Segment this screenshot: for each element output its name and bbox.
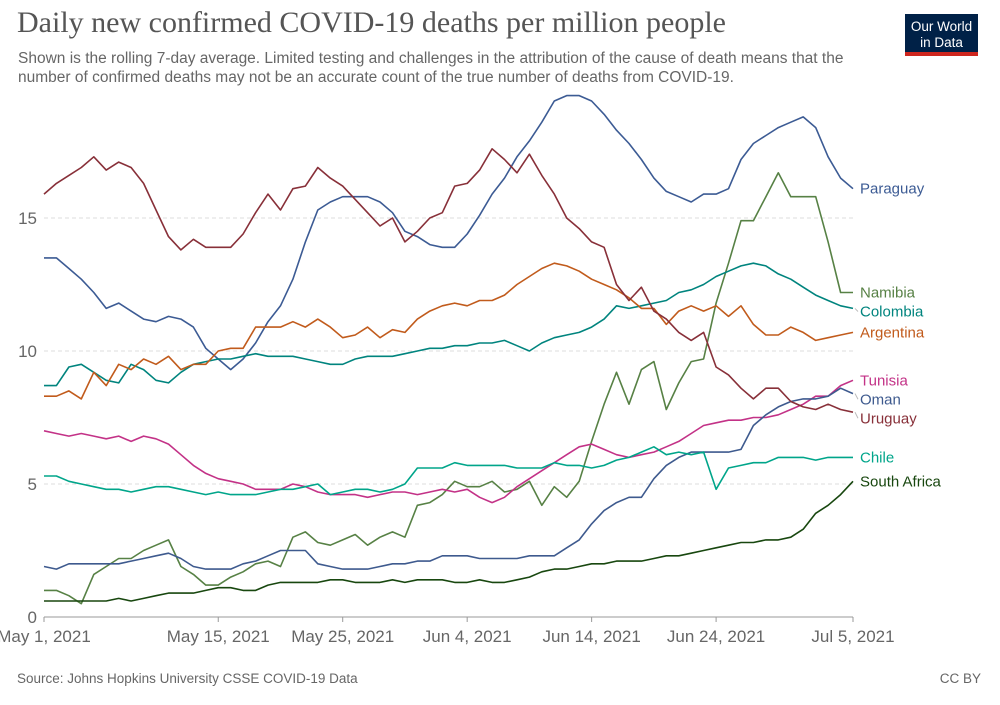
series-label-south-africa[interactable]: South Africa: [860, 473, 942, 490]
series-line-namibia[interactable]: [44, 172, 853, 605]
x-tick-label: May 1, 2021: [0, 627, 91, 646]
label-connector: [854, 308, 859, 312]
series-label-argentina[interactable]: Argentina: [860, 324, 925, 341]
x-tick-label: Jun 14, 2021: [542, 627, 640, 646]
series-line-colombia[interactable]: [44, 262, 854, 387]
y-tick-label: 15: [18, 209, 37, 228]
chart-subtitle: Shown is the rolling 7-day average. Limi…: [18, 50, 844, 86]
logo-line-2: in Data: [920, 35, 963, 50]
series-label-chile[interactable]: Chile: [860, 449, 894, 466]
y-tick-label: 0: [28, 608, 37, 627]
series-line-oman[interactable]: [43, 387, 854, 570]
line-chart: 0 5 10 15 May 1, 2021 May 15, 2021 May 25, 202…: [0, 94, 942, 646]
y-tick-label: 5: [28, 475, 37, 494]
series-label-paraguay[interactable]: Paraguay: [860, 181, 925, 198]
y-tick-label: 10: [18, 342, 37, 361]
label-connector: [854, 411, 859, 419]
legend-labels: Paraguay Namibia Colombia Argentina Tunisia O…: [854, 181, 942, 490]
x-tick-label: May 25, 2021: [291, 627, 394, 646]
series-line-south-africa[interactable]: [44, 480, 854, 602]
series-label-uruguay[interactable]: Uruguay: [860, 410, 917, 427]
x-tick-label: Jun 4, 2021: [423, 627, 512, 646]
series-line-chile[interactable]: [44, 445, 853, 496]
gridlines: [44, 217, 853, 485]
series-label-namibia[interactable]: Namibia: [860, 284, 916, 301]
label-connector: [854, 393, 859, 400]
logo-line-1: Our World: [910, 19, 973, 34]
series-label-oman[interactable]: Oman: [860, 391, 901, 408]
chart-title: Daily new confirmed COVID-19 deaths per …: [17, 6, 726, 39]
source-note[interactable]: Source: Johns Hopkins University CSSE CO…: [17, 671, 358, 686]
series-line-uruguay[interactable]: [43, 148, 854, 413]
series-lines: [43, 94, 854, 605]
x-tick-label: Jun 24, 2021: [667, 627, 765, 646]
axes: 0 5 10 15 May 1, 2021 May 15, 2021 May 25, 202…: [0, 209, 895, 646]
series-line-argentina[interactable]: [44, 262, 854, 400]
series-label-tunisia[interactable]: Tunisia: [860, 372, 908, 389]
x-tick-label: Jul 5, 2021: [811, 627, 894, 646]
series-line-tunisia[interactable]: [43, 379, 854, 504]
series-line-paraguay[interactable]: [44, 94, 854, 371]
series-label-colombia[interactable]: Colombia: [860, 303, 924, 320]
x-tick-label: May 15, 2021: [167, 627, 270, 646]
license-label[interactable]: CC BY: [939, 671, 981, 686]
owid-logo[interactable]: Our World in Data: [905, 14, 978, 56]
